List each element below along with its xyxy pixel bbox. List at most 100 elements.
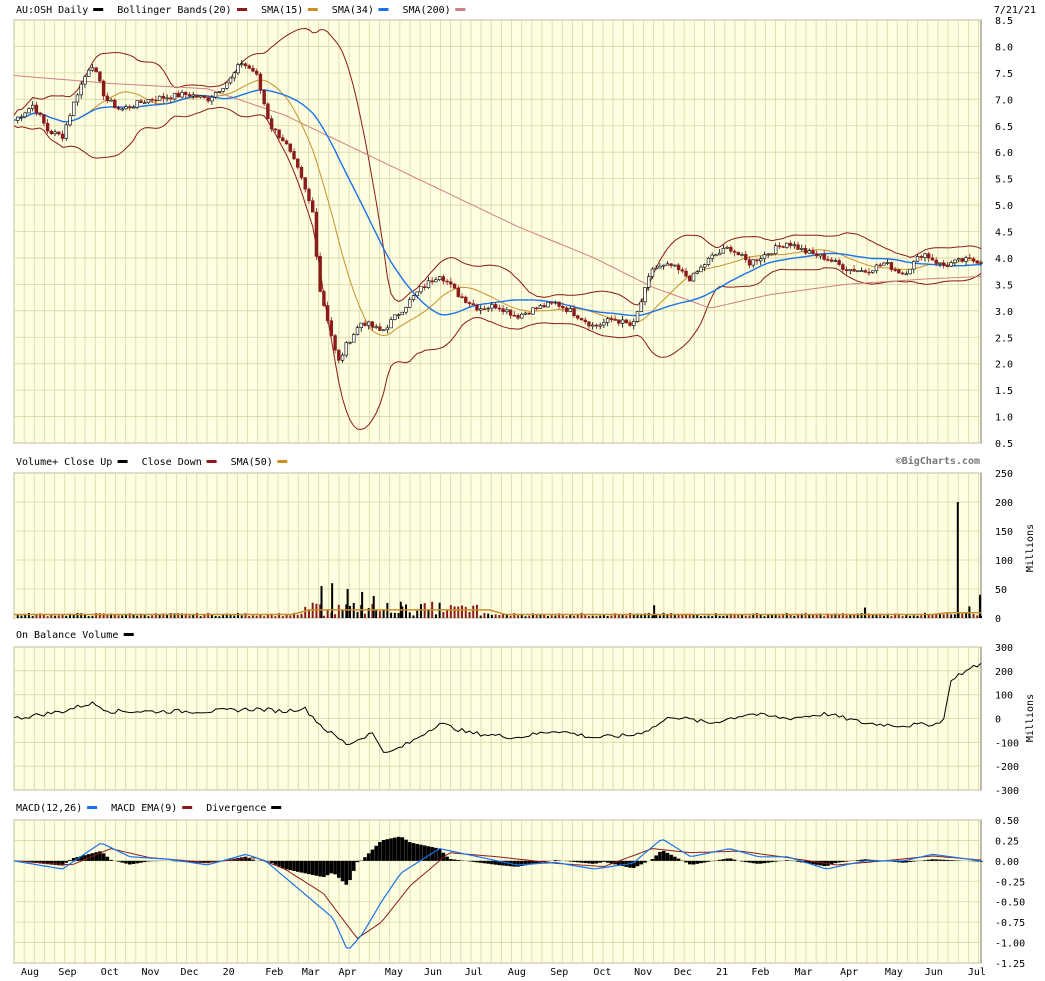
macd-divergence-bar	[374, 845, 378, 861]
volume-bar	[797, 614, 800, 618]
volume-bar	[726, 615, 729, 618]
candle-body	[262, 89, 266, 105]
macd-divergence-bar	[908, 860, 912, 863]
volume-bar	[546, 616, 549, 618]
candle-body	[818, 253, 823, 257]
candle-body	[871, 270, 875, 273]
volume-bar	[804, 612, 807, 618]
macd-divergence-bar	[45, 860, 50, 865]
candle-body	[568, 308, 573, 312]
volume-bar	[91, 615, 94, 618]
candle-body	[837, 260, 841, 265]
macd-divergence-bar	[187, 860, 192, 863]
volume-bar	[673, 615, 676, 618]
volume-bar	[408, 612, 411, 618]
volume-bar	[233, 615, 236, 618]
macd-divergence-bar	[583, 860, 588, 864]
volume-bar	[139, 613, 142, 618]
x-tick-label: 20	[223, 967, 235, 978]
y-tick-label: 1.0	[995, 413, 1013, 424]
volume-bar	[561, 615, 564, 618]
volume-bar	[61, 613, 64, 618]
date-label: 7/21/21	[994, 5, 1036, 16]
y-tick-label: 0.5	[995, 439, 1013, 450]
candle-body	[740, 254, 744, 256]
macd-divergence-bar	[269, 860, 274, 864]
macd-divergence-bar	[725, 858, 729, 861]
candle-body	[150, 99, 154, 101]
volume-bar	[755, 613, 758, 618]
volume-bar	[225, 613, 228, 618]
x-tick-label: Apr	[339, 967, 357, 978]
y-tick-label: -100	[995, 738, 1019, 749]
candle-body	[673, 264, 677, 267]
candle-body	[695, 271, 699, 274]
volume-bar	[237, 612, 240, 618]
macd-divergence-bar	[534, 860, 539, 864]
volume-bar	[927, 613, 930, 618]
legend-label: AU:OSH Daily	[16, 5, 88, 16]
macd-divergence-bar	[639, 860, 644, 865]
volume-bar	[699, 615, 702, 618]
volume-bar	[356, 611, 359, 618]
macd-divergence-bar	[419, 844, 423, 861]
volume-bar	[367, 608, 370, 618]
candle-body	[885, 262, 890, 264]
candle-body	[124, 106, 128, 110]
volume-bar	[950, 614, 953, 618]
volume-bar	[912, 615, 915, 618]
legend-label: SMA(34)	[332, 5, 374, 16]
volume-bar	[685, 613, 688, 618]
volume-bar	[158, 614, 161, 618]
macd-divergence-bar	[717, 859, 722, 861]
obv-axis-unit: Millions	[1025, 694, 1036, 742]
candle-body	[531, 307, 535, 315]
legend-swatch	[182, 806, 193, 809]
candle-body	[411, 295, 416, 300]
volume-bar	[397, 612, 400, 618]
legend-label: MACD EMA(9)	[111, 803, 177, 814]
volume-bar	[823, 616, 826, 618]
macd-divergence-bar	[796, 860, 800, 862]
volume-bar	[24, 614, 27, 618]
candle-body	[154, 99, 158, 102]
candle-body	[344, 342, 348, 356]
volume-bar	[361, 591, 364, 618]
candle-body	[120, 108, 124, 111]
grid-lines	[13, 19, 981, 964]
macd-divergence-bar	[911, 860, 916, 862]
volume-bar	[979, 594, 982, 618]
volume-bar	[300, 613, 303, 618]
candle-body	[635, 311, 640, 322]
x-tick-label: Jun	[925, 967, 943, 978]
volume-bar	[853, 614, 856, 618]
macd-divergence-bar	[814, 860, 819, 865]
volume-bar	[942, 614, 945, 618]
volume-bar	[128, 613, 131, 618]
candle-body	[889, 262, 894, 270]
candle-body	[721, 248, 726, 254]
volume-bar	[121, 615, 124, 618]
candle-body	[460, 296, 464, 298]
volume-bar	[863, 607, 866, 618]
macd-divergence-bar	[740, 860, 744, 862]
volume-bar	[259, 614, 262, 618]
macd-divergence-bar	[773, 860, 778, 862]
volume-bar	[718, 615, 721, 618]
macd-divergence-bar	[393, 837, 397, 861]
candle-body	[960, 258, 965, 262]
candle-body	[508, 309, 513, 316]
macd-divergence-bar	[631, 860, 636, 868]
candle-body	[142, 102, 147, 105]
candle-body	[609, 318, 614, 320]
candle-body	[654, 267, 658, 270]
macd-divergence-bar	[751, 860, 756, 864]
volume-bar	[614, 613, 617, 618]
candle-body	[79, 83, 83, 96]
volume-bar	[905, 614, 908, 618]
candle-body	[210, 96, 214, 102]
candle-body	[176, 92, 180, 98]
macd-divergence-bar	[900, 860, 905, 863]
macd-divergence-bar	[486, 860, 490, 864]
candle-body	[322, 291, 326, 306]
